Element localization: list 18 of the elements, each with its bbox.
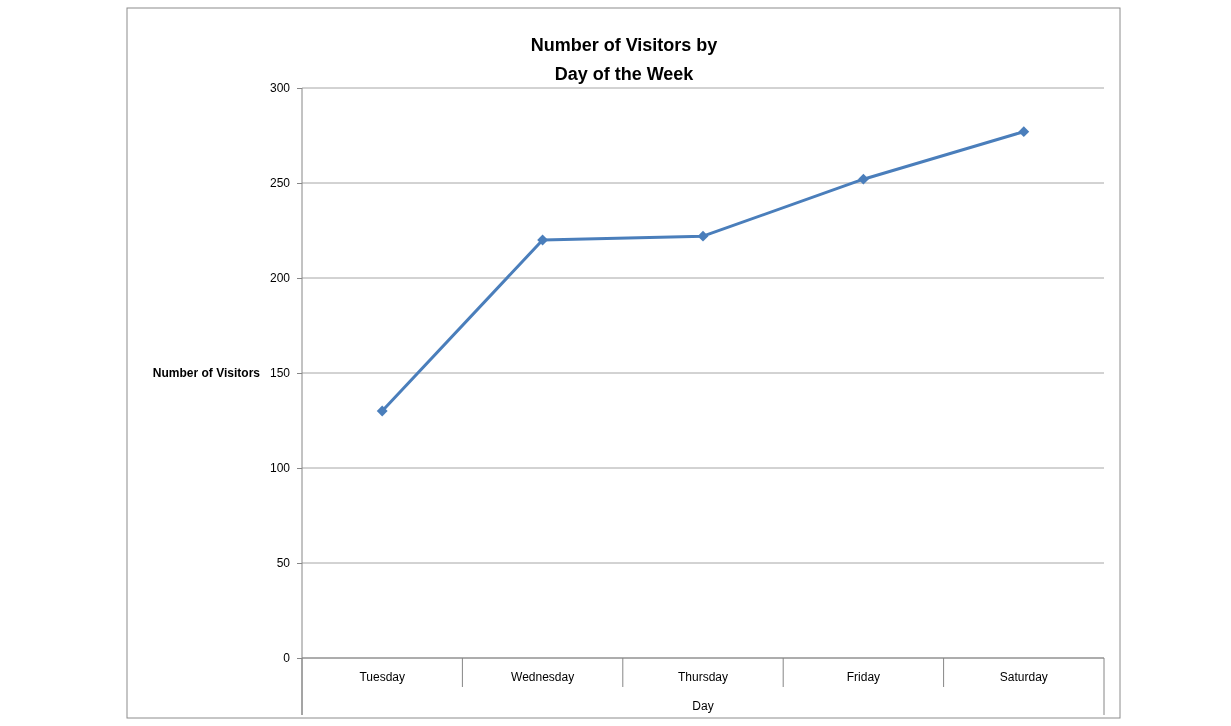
point: [1018, 126, 1030, 138]
x-axis-title: Day: [692, 699, 714, 713]
chart-title: Number of Visitors by Day of the Week: [530, 35, 718, 84]
y-tick-label: 0: [283, 651, 291, 666]
y-tick-label: 300: [269, 81, 291, 96]
y-tick-label: 150: [269, 366, 291, 381]
y-tick-label: 250: [269, 176, 291, 191]
y-axis-title: Number of Visitors: [152, 366, 261, 380]
x-tick-label: Tuesday: [359, 669, 405, 684]
y-tick-label: 50: [276, 556, 291, 571]
point: [376, 405, 388, 417]
y-tick-label: 200: [269, 271, 291, 286]
x-tick-label: Wednesday: [511, 669, 575, 684]
x-tick-label: Saturday: [999, 669, 1048, 684]
x-tick-label: Friday: [846, 669, 881, 684]
x-tick-label: Thursday: [677, 669, 729, 684]
y-tick-label: 100: [269, 461, 291, 476]
point: [857, 173, 869, 185]
